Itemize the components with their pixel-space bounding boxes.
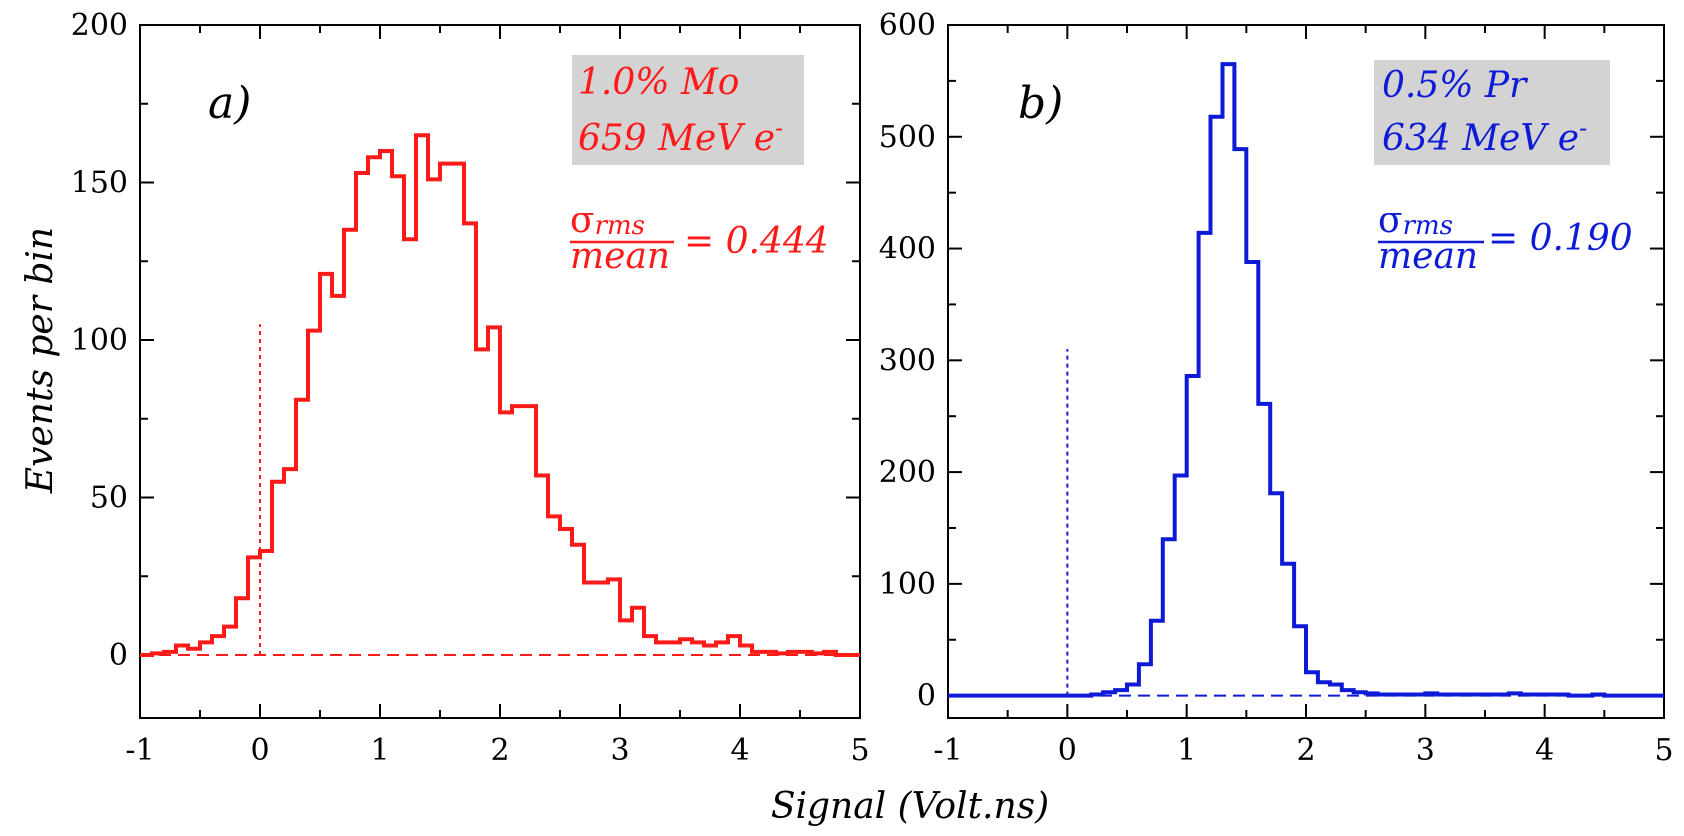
y-tick-label: 200 <box>879 455 936 490</box>
ratio-value: = 0.190 <box>1488 218 1633 259</box>
legend-superscript: - <box>1579 114 1587 142</box>
x-tick-label: 4 <box>730 733 749 768</box>
y-tick-label: 200 <box>71 8 128 43</box>
y-tick-label: 150 <box>71 166 128 201</box>
x-tick-label: -1 <box>933 733 962 768</box>
legend-box <box>572 55 804 165</box>
y-tick-label: 400 <box>879 232 936 267</box>
panel-letter: a) <box>208 78 251 129</box>
legend-superscript: - <box>775 114 783 142</box>
x-tick-label: 3 <box>1416 733 1435 768</box>
panel-letter: b) <box>1018 78 1063 129</box>
legend-line-1: 0.5% Pr <box>1382 65 1528 106</box>
ratio-denominator: mean <box>1378 236 1478 277</box>
histogram-series <box>140 133 860 657</box>
ratio-numerator: σrms <box>1378 200 1453 241</box>
legend-box <box>1374 60 1610 165</box>
x-tick-label: 5 <box>850 733 869 768</box>
x-tick-label: -1 <box>125 733 154 768</box>
x-tick-label: 2 <box>1296 733 1315 768</box>
x-tick-label: 2 <box>490 733 509 768</box>
legend-line-1: 1.0% Mo <box>578 62 739 103</box>
y-tick-label: 100 <box>879 567 936 602</box>
y-tick-label: 600 <box>879 8 936 43</box>
x-axis-title: Signal (Volt.ns) <box>771 786 1049 827</box>
histogram-series <box>948 62 1664 698</box>
y-tick-label: 100 <box>71 323 128 358</box>
x-tick-label: 5 <box>1654 733 1673 768</box>
x-tick-label: 0 <box>250 733 269 768</box>
y-tick-label: 0 <box>109 638 128 673</box>
y-tick-label: 500 <box>879 120 936 155</box>
ratio-value: = 0.444 <box>684 221 829 262</box>
y-tick-label: 300 <box>879 343 936 378</box>
y-axis-title: Events per bin <box>20 227 61 494</box>
y-tick-label: 50 <box>90 481 128 516</box>
ratio-numerator: σrms <box>570 200 645 241</box>
y-tick-label: 0 <box>917 679 936 714</box>
x-tick-label: 4 <box>1535 733 1554 768</box>
x-tick-label: 1 <box>370 733 389 768</box>
legend-line-2: 634 MeV e- <box>1382 114 1587 159</box>
ratio-denominator: mean <box>570 236 670 277</box>
x-tick-label: 3 <box>610 733 629 768</box>
legend-line-2: 659 MeV e- <box>578 114 783 159</box>
panel-b-chart: -1 0 1 2 3 4 5 0 100 200 300 400 500 600 b) 0.5% Pr 634 … <box>879 8 1674 768</box>
x-tick-label: 0 <box>1058 733 1077 768</box>
x-tick-label: 1 <box>1177 733 1196 768</box>
